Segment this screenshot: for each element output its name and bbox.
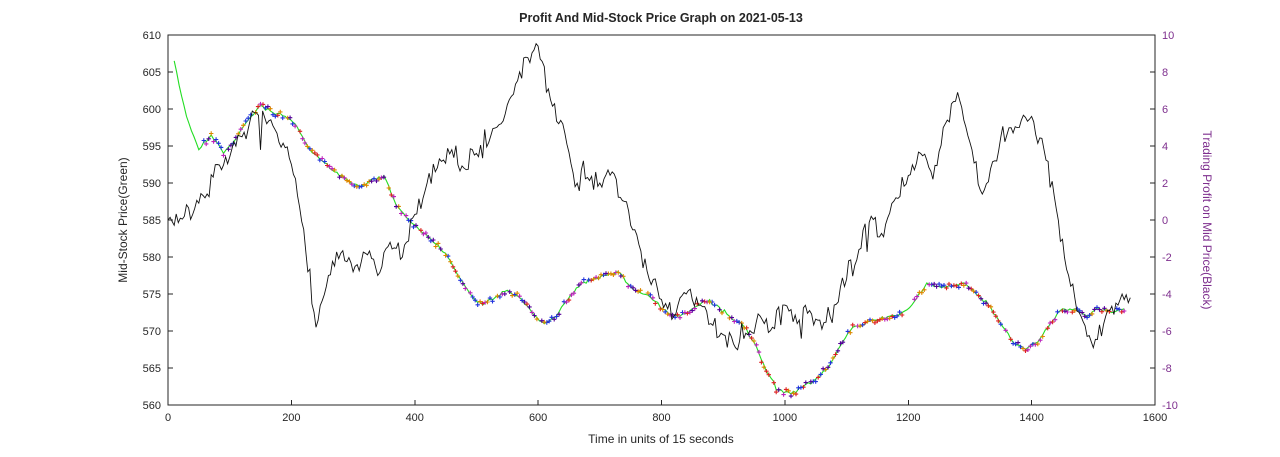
svg-text:200: 200 <box>282 412 300 424</box>
svg-text:565: 565 <box>143 363 161 375</box>
svg-text:1000: 1000 <box>773 412 797 424</box>
svg-text:0: 0 <box>1162 215 1168 227</box>
svg-text:610: 610 <box>143 30 161 42</box>
svg-text:600: 600 <box>529 412 547 424</box>
svg-text:-2: -2 <box>1162 252 1172 264</box>
left-y-axis-label: Mid-Stock Price(Green) <box>116 157 130 282</box>
svg-text:1400: 1400 <box>1019 412 1043 424</box>
svg-text:595: 595 <box>143 141 161 153</box>
svg-text:400: 400 <box>406 412 424 424</box>
chart-title: Profit And Mid-Stock Price Graph on 2021… <box>519 11 803 25</box>
svg-text:575: 575 <box>143 289 161 301</box>
svg-text:8: 8 <box>1162 67 1168 79</box>
svg-text:-10: -10 <box>1162 400 1178 412</box>
svg-text:1200: 1200 <box>896 412 920 424</box>
svg-text:570: 570 <box>143 326 161 338</box>
svg-text:0: 0 <box>165 412 171 424</box>
svg-text:-4: -4 <box>1162 289 1172 301</box>
right-y-axis-label: Trading Profit on Mid Price(Black) <box>1200 131 1214 310</box>
svg-text:-8: -8 <box>1162 363 1172 375</box>
svg-text:10: 10 <box>1162 30 1174 42</box>
svg-text:560: 560 <box>143 400 161 412</box>
svg-text:2: 2 <box>1162 178 1168 190</box>
svg-text:6: 6 <box>1162 104 1168 116</box>
svg-text:800: 800 <box>652 412 670 424</box>
svg-text:-6: -6 <box>1162 326 1172 338</box>
svg-text:600: 600 <box>143 104 161 116</box>
svg-text:4: 4 <box>1162 141 1168 153</box>
svg-text:605: 605 <box>143 67 161 79</box>
plot-area: 0 200 400 600 800 1000 1200 1400 1600 560 565 570 57… <box>143 30 1178 424</box>
svg-text:585: 585 <box>143 215 161 227</box>
svg-text:580: 580 <box>143 252 161 264</box>
x-axis-label: Time in units of 15 seconds <box>588 432 734 446</box>
svg-text:1600: 1600 <box>1143 412 1167 424</box>
svg-text:590: 590 <box>143 178 161 190</box>
